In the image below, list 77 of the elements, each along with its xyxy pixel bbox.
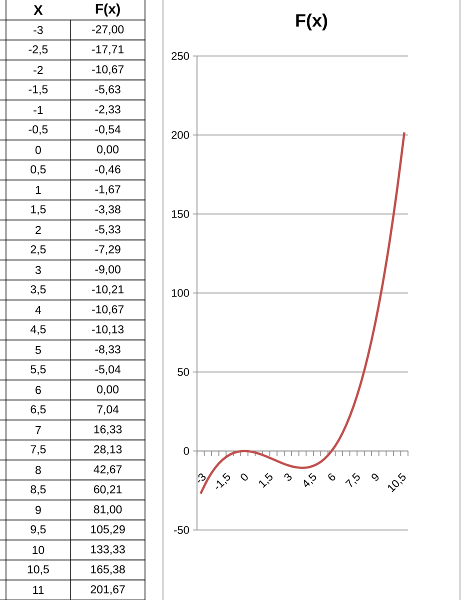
text: -2,33 [95,105,120,115]
y-tick-label: 8,5 [30,485,46,495]
text: -10,21 [92,285,124,295]
y-tick-label: 3 [35,266,41,274]
text: -0,54 [95,125,121,135]
y-tick-label: 2,5 [30,245,46,255]
y-tick-label: 7 [36,426,41,434]
x-tick-label: 0 [240,474,248,481]
y-tick-label: 7,5 [30,445,46,455]
text: 7,04 [97,405,119,415]
y-tick-label: 9,5 [30,525,46,535]
y-tick-label: 10,5 [28,565,49,575]
text: -9,00 [95,265,120,275]
chart-title: F(x) [296,14,328,30]
y-tick-label: 2 [36,226,41,234]
text: -7,29 [95,245,120,255]
y-tick-label: 6 [36,386,41,394]
y-tick-label: 0 [35,146,41,154]
text: -1,67 [95,185,120,195]
x-tick-label: -1,5 [216,472,230,489]
text: -10,67 [92,305,124,315]
text: 81,00 [94,505,122,515]
text: -0,46 [95,165,120,175]
x-tick-label: 3 [284,474,292,481]
y-axis-title: X [34,5,43,15]
y-tick-label: 1,5 [31,205,46,215]
y-tick-label: 3,5 [30,285,46,295]
y-tick-label: 4 [35,306,42,314]
text: 0,00 [97,145,119,155]
y-tick-label: 50 [178,368,190,376]
y-tick-label: 0 [184,447,190,455]
text: -3,38 [95,205,120,215]
x-tick-label: 6 [328,473,336,481]
text: -5,63 [95,85,120,95]
y-tick-label: 9 [36,506,41,514]
text: -8,33 [95,345,120,355]
x-tick-label: 9 [372,474,379,481]
text: 28,13 [94,445,122,455]
y-tick-label: 10 [32,546,44,554]
text: 42,67 [94,465,122,475]
y-tick-label: 200 [172,131,190,139]
text: 133,33 [91,545,125,555]
y-tick-label: 5 [35,346,41,354]
text: 105,29 [91,525,125,535]
y-tick-label: 6,5 [30,405,46,415]
text: -17,71 [92,45,124,55]
text: -5,33 [95,225,120,235]
text: 0,00 [97,385,119,395]
y-tick-label: 4,5 [30,325,46,335]
text: 165,38 [91,565,125,575]
y-tick-label: -2,5 [28,45,48,55]
text: -27,00 [92,25,124,35]
y-tick-label: -3 [34,26,43,34]
y-tick-label: -2 [34,66,43,74]
text: 60,21 [94,485,122,495]
text: -10,13 [92,325,124,335]
y-tick-label: -1,5 [28,85,48,95]
y-tick-label: 1 [36,186,41,194]
text: -5,04 [95,365,121,375]
text: -10,67 [92,65,124,75]
x-tick-label: -3 [198,474,206,482]
text: 16,33 [94,425,122,435]
y-tick-label: 11 [33,586,44,594]
y-tick-label: 8 [36,466,41,474]
y-tick-label: 0,5 [30,165,46,175]
x-tick-label: 4,5 [304,472,316,487]
y-tick-label: -0,5 [28,125,48,135]
x-tick-label: 1,5 [259,472,272,488]
y-tick-label: -50 [174,526,190,534]
line-series [199,131,406,495]
y-tick-label: 150 [172,210,190,218]
text: 201,67 [90,585,125,595]
y-tick-label: 250 [172,52,190,60]
y-tick-label: 100 [172,289,190,297]
x-tick-label: 7,5 [345,472,360,487]
y-tick-label: 5,5 [30,365,46,375]
y-tick-label: -1 [34,106,43,114]
